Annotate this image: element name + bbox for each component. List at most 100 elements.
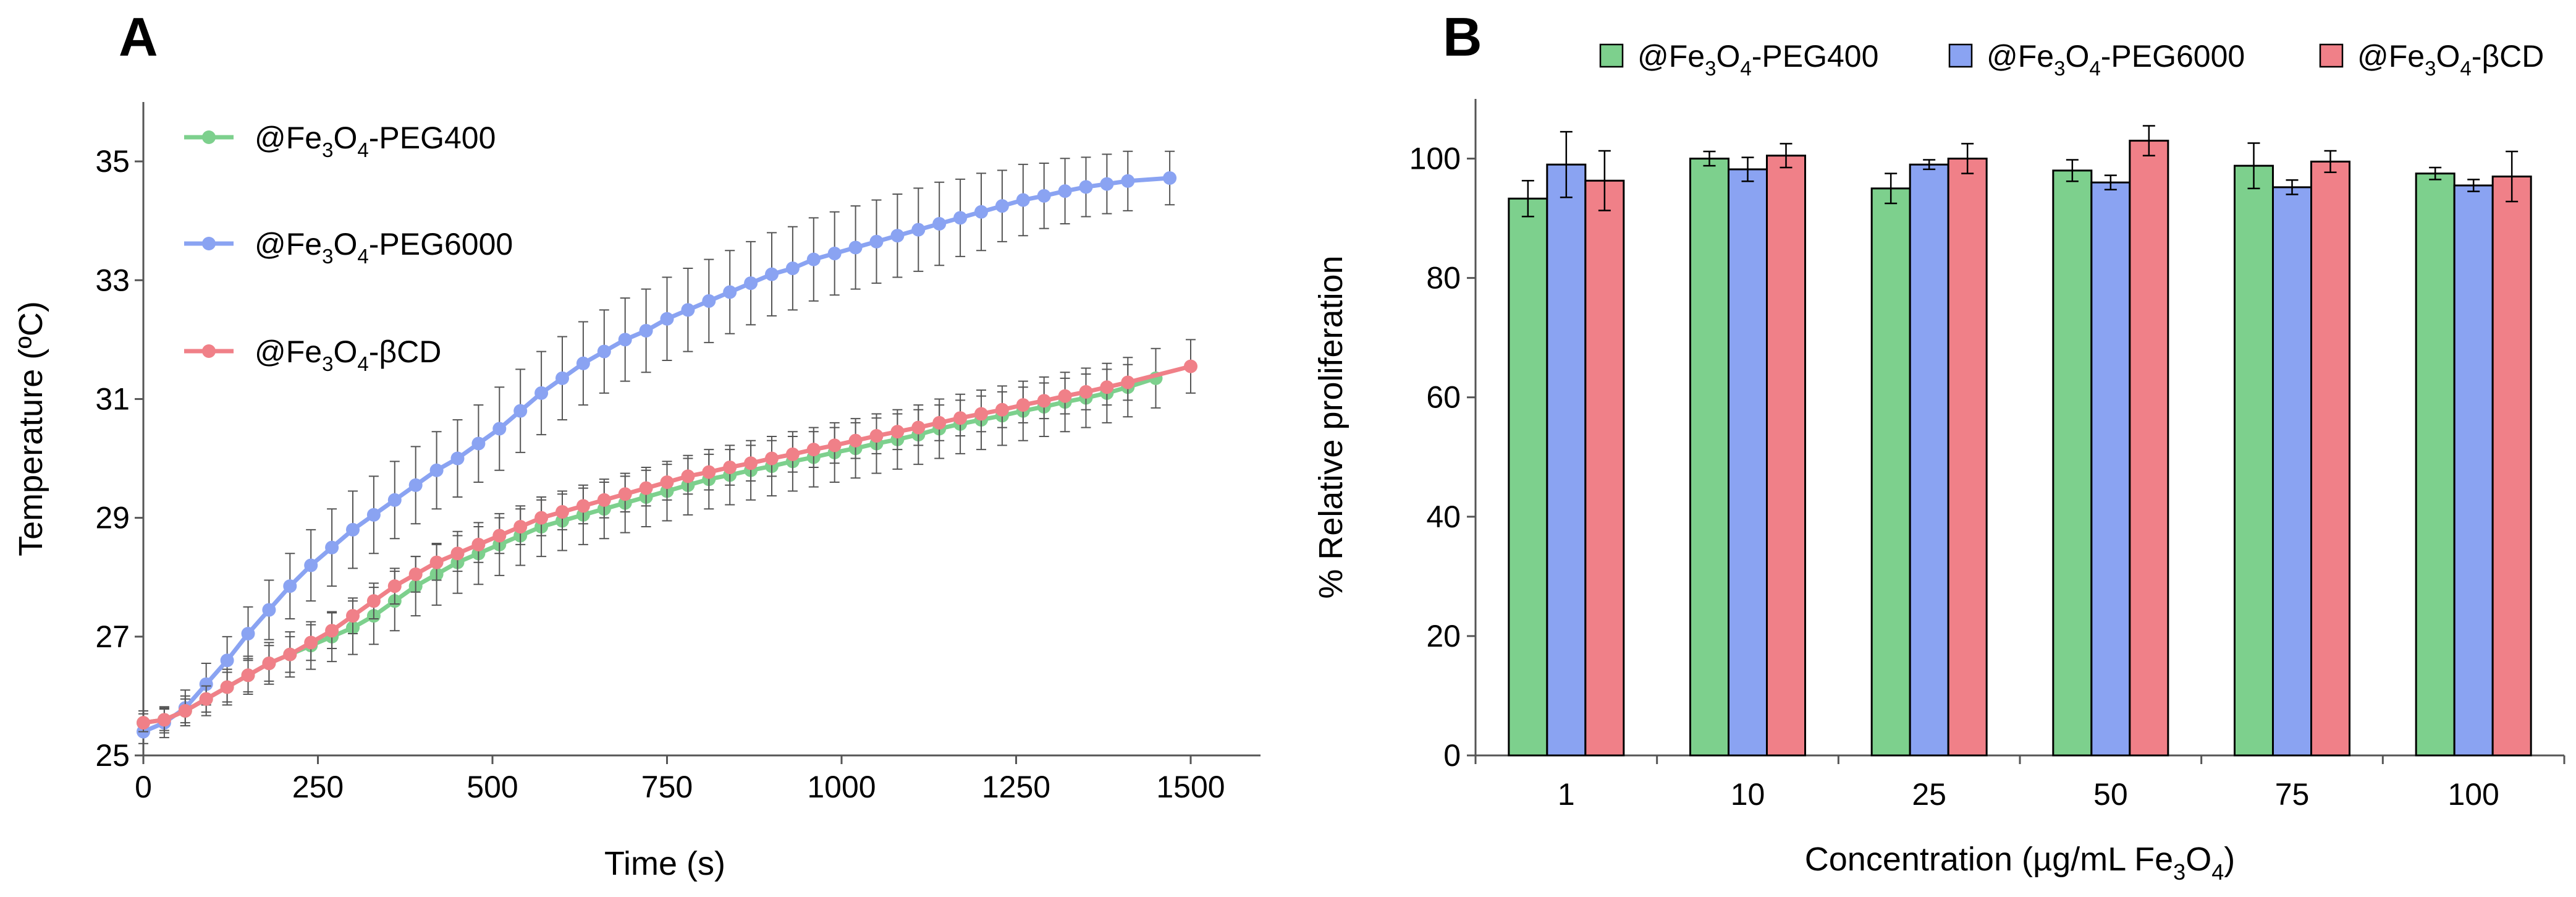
label-text: ) (2224, 841, 2235, 878)
data-point (1058, 184, 1072, 198)
legend-entry-0: @Fe3O4-PEG400 (184, 121, 496, 161)
legend-entry-1: @Fe3O4-PEG6000 (184, 227, 513, 268)
subscript: 4 (2211, 859, 2224, 885)
data-point (1163, 171, 1177, 185)
data-point (806, 252, 821, 266)
data-point (220, 680, 234, 694)
legend-entry-0: @Fe3O4-PEG400 (1599, 39, 1878, 80)
bar (1766, 155, 1806, 757)
legend-entry-1: @Fe3O4-PEG6000 (1948, 39, 2245, 80)
label-text: -βCD (369, 334, 442, 369)
y-tick-label: 35 (95, 144, 130, 179)
data-point (827, 247, 842, 261)
data-point (199, 677, 213, 691)
data-point (765, 451, 779, 466)
bar (2090, 181, 2131, 757)
data-point (681, 469, 695, 483)
bar (1584, 179, 1625, 757)
bar (1947, 158, 1988, 757)
legend-swatch (1599, 43, 1624, 68)
data-point (304, 636, 318, 650)
data-point (1058, 389, 1072, 403)
label-text: O (333, 121, 357, 155)
x-tick-label: 1250 (982, 770, 1050, 804)
label-text: -PEG400 (369, 121, 496, 155)
series-2 (137, 339, 1197, 733)
label-text: O (2185, 841, 2211, 878)
data-point (513, 404, 528, 418)
y-tick-label: 100 (1409, 142, 1461, 176)
bar (1508, 197, 1548, 757)
legend-swatch (1948, 43, 1973, 68)
data-point (932, 415, 947, 430)
data-point (639, 481, 653, 495)
series-line (143, 376, 1157, 725)
data-point (492, 529, 507, 543)
data-point (137, 716, 150, 730)
data-point (869, 234, 884, 249)
data-point (429, 555, 444, 569)
data-point (408, 567, 423, 581)
bar (1728, 168, 1768, 757)
data-point (744, 276, 758, 291)
data-point (262, 603, 276, 617)
label-text: -PEG6000 (2101, 39, 2245, 74)
bar (1909, 163, 1949, 757)
subscript: 3 (322, 245, 333, 268)
data-point (1037, 189, 1051, 203)
data-point (911, 420, 926, 435)
x-tick-label: 500 (467, 770, 518, 804)
x-tick-label: 100 (2447, 777, 2499, 812)
data-point (911, 223, 926, 237)
data-point (366, 508, 381, 522)
data-point (660, 312, 674, 326)
data-point (262, 657, 276, 671)
bar (2272, 186, 2312, 757)
legend-marker (202, 237, 216, 250)
data-point (785, 447, 800, 461)
data-point (220, 653, 234, 668)
data-point (387, 493, 402, 507)
x-tick-label: 75 (2275, 777, 2310, 812)
data-point (513, 520, 528, 534)
y-tick-label: 25 (95, 738, 130, 773)
data-point (178, 704, 192, 718)
data-point (366, 594, 381, 608)
label-text: O (333, 227, 357, 261)
y-tick-label: 31 (95, 381, 130, 416)
data-point (806, 443, 821, 457)
legend-label: @Fe3O4-PEG6000 (255, 227, 513, 268)
data-point (953, 211, 968, 225)
data-point (199, 692, 213, 706)
data-point (1184, 359, 1197, 373)
subscript: 4 (357, 352, 368, 375)
data-point (1121, 375, 1135, 389)
data-point (618, 333, 632, 347)
label-text: Concentration (µg/mL Fe (1805, 841, 2173, 878)
data-point (534, 386, 549, 400)
y-tick-label: 29 (95, 501, 130, 535)
data-point (702, 465, 716, 479)
legend-label: @Fe3O4-βCD (255, 334, 441, 375)
data-point (241, 627, 255, 641)
data-point (304, 558, 318, 572)
bar (1546, 163, 1587, 757)
subscript: 4 (357, 138, 368, 161)
data-point (618, 487, 632, 501)
y-tick-label: 27 (95, 619, 130, 654)
bar (2491, 176, 2532, 757)
data-point (995, 402, 1009, 417)
data-point (1037, 394, 1051, 408)
data-point (953, 411, 968, 425)
label-text: @Fe (1637, 39, 1705, 74)
data-point (1079, 180, 1093, 194)
data-point (492, 422, 507, 436)
data-point (890, 425, 905, 439)
legend-label: @Fe3O4-βCD (2357, 39, 2544, 80)
subscript: 3 (1705, 57, 1716, 80)
data-point (450, 546, 465, 561)
label-text: @Fe (2357, 39, 2425, 74)
data-point (325, 540, 339, 555)
